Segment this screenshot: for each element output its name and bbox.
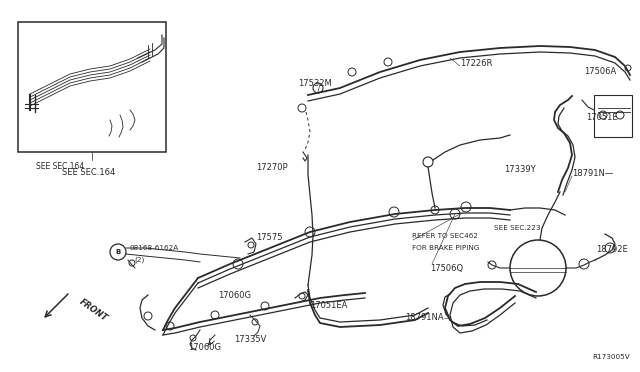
Text: 17339Y: 17339Y	[504, 166, 536, 174]
Text: 18792E: 18792E	[596, 246, 628, 254]
Text: 17506Q: 17506Q	[430, 263, 463, 273]
Text: SEE SEC.164: SEE SEC.164	[36, 162, 84, 171]
Text: R173005V: R173005V	[592, 354, 630, 360]
Text: 17051E: 17051E	[586, 113, 618, 122]
Text: REFER TO SEC462: REFER TO SEC462	[412, 233, 478, 239]
Text: 17575: 17575	[256, 234, 282, 243]
Text: FOR BRAKE PIPING: FOR BRAKE PIPING	[412, 245, 479, 251]
Text: 17506A: 17506A	[584, 67, 616, 77]
Text: 17270P: 17270P	[257, 164, 288, 173]
Text: 18791NA: 18791NA	[405, 314, 444, 323]
Text: 17226R: 17226R	[460, 60, 492, 68]
Text: 08168-6162A: 08168-6162A	[130, 245, 179, 251]
Bar	[594, 95, 632, 137]
Text: B: B	[115, 249, 120, 255]
Text: 18791N—: 18791N—	[572, 170, 613, 179]
Text: 17335V: 17335V	[234, 336, 266, 344]
Text: SEE SEC.164: SEE SEC.164	[62, 168, 115, 177]
Bar	[18, 22, 166, 152]
Text: (2): (2)	[134, 257, 144, 263]
Text: 17060G: 17060G	[218, 292, 251, 301]
Text: FRONT: FRONT	[78, 297, 109, 323]
Text: 17051EA: 17051EA	[310, 301, 348, 310]
Text: 17532M: 17532M	[298, 80, 332, 89]
Text: 17060G: 17060G	[188, 343, 221, 353]
Text: SEE SEC.223: SEE SEC.223	[494, 225, 541, 231]
